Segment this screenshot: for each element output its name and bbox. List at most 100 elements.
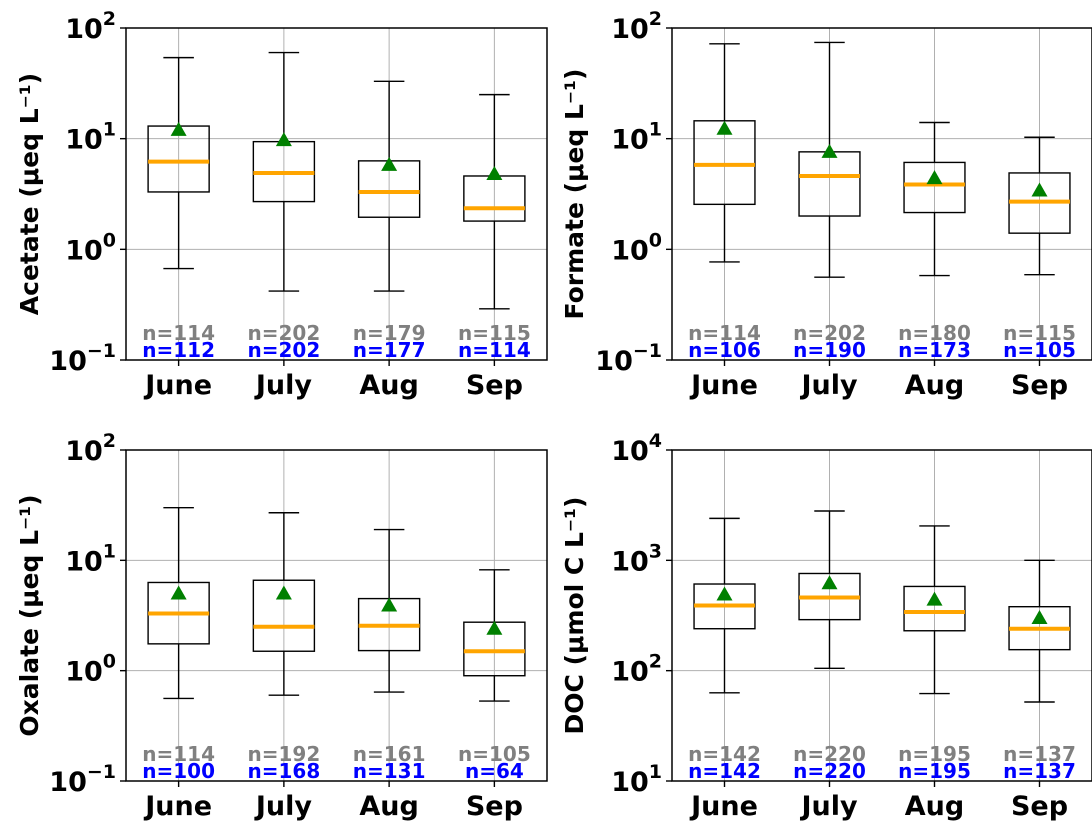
x-tick-label: June bbox=[143, 370, 212, 401]
x-tick-label: Aug bbox=[905, 791, 964, 821]
y-tick-label: 10−1 bbox=[595, 340, 662, 377]
n-count-blue: n=137 bbox=[1003, 759, 1076, 783]
n-count-gray: n=202 bbox=[248, 321, 321, 345]
y-tick-label: 102 bbox=[65, 430, 116, 467]
x-tick-label: June bbox=[689, 370, 758, 401]
box-sep bbox=[1008, 136, 1071, 276]
n-count-blue: n=195 bbox=[898, 759, 971, 783]
box-june bbox=[693, 517, 756, 694]
box-aug bbox=[903, 121, 966, 277]
y-tick-label: 101 bbox=[611, 119, 662, 156]
y-tick-label: 100 bbox=[65, 229, 116, 266]
x-tick-label: Aug bbox=[359, 791, 418, 821]
box-sep bbox=[1008, 559, 1071, 703]
n-count-gray: n=114 bbox=[688, 321, 761, 345]
x-tick-label: July bbox=[254, 370, 313, 401]
n-count-gray: n=114 bbox=[142, 742, 215, 766]
n-count-blue: n=100 bbox=[142, 759, 215, 783]
x-tick-label: June bbox=[689, 791, 758, 821]
iqr-box bbox=[463, 175, 526, 222]
iqr-box bbox=[147, 125, 210, 193]
box-june bbox=[147, 506, 210, 700]
y-tick-label: 10−1 bbox=[49, 761, 116, 798]
axes-frame bbox=[125, 27, 548, 361]
y-tick-label: 102 bbox=[611, 8, 662, 45]
x-tick-label: Sep bbox=[1011, 791, 1068, 821]
mean-marker bbox=[275, 132, 292, 147]
n-count-gray: n=180 bbox=[898, 321, 971, 345]
n-count-blue: n=190 bbox=[793, 338, 866, 362]
y-axis-label: Formate (μeq L⁻¹) bbox=[560, 69, 589, 320]
iqr-box bbox=[903, 585, 966, 632]
y-tick-label: 103 bbox=[611, 540, 662, 577]
mean-marker bbox=[486, 620, 503, 635]
mean-marker bbox=[821, 143, 838, 158]
box-july bbox=[798, 510, 861, 670]
mean-marker bbox=[1031, 182, 1048, 197]
n-count-gray: n=142 bbox=[688, 742, 761, 766]
n-count-blue: n=106 bbox=[688, 338, 761, 362]
mean-marker bbox=[716, 586, 733, 601]
n-count-gray: n=202 bbox=[793, 321, 866, 345]
mean-marker bbox=[170, 585, 187, 600]
n-count-blue: n=202 bbox=[248, 338, 321, 362]
mean-marker bbox=[1031, 610, 1048, 625]
mean-marker bbox=[381, 597, 398, 612]
y-tick-label: 100 bbox=[611, 229, 662, 266]
mean-marker bbox=[821, 575, 838, 590]
y-tick-label: 101 bbox=[65, 540, 116, 577]
n-count-blue: n=112 bbox=[142, 338, 215, 362]
y-axis-label: Acetate (μeq L⁻¹) bbox=[15, 73, 44, 315]
n-count-blue: n=177 bbox=[353, 338, 426, 362]
box-sep bbox=[463, 93, 526, 310]
n-count-gray: n=115 bbox=[458, 321, 531, 345]
x-tick-label: July bbox=[799, 791, 858, 821]
mean-marker bbox=[381, 156, 398, 171]
n-count-gray: n=161 bbox=[353, 742, 426, 766]
n-count-gray: n=220 bbox=[793, 742, 866, 766]
n-count-gray: n=114 bbox=[142, 321, 215, 345]
y-tick-label: 102 bbox=[611, 651, 662, 688]
box-aug bbox=[903, 525, 966, 695]
box-aug bbox=[357, 80, 421, 292]
n-count-gray: n=105 bbox=[458, 742, 531, 766]
mean-marker bbox=[926, 591, 943, 606]
axes-frame bbox=[125, 449, 548, 782]
x-tick-label: Sep bbox=[466, 791, 523, 821]
x-tick-label: July bbox=[799, 370, 858, 401]
y-tick-label: 101 bbox=[611, 761, 662, 798]
axes-frame bbox=[671, 27, 1092, 361]
mean-marker bbox=[926, 170, 943, 185]
n-count-gray: n=179 bbox=[353, 321, 426, 345]
n-count-blue: n=114 bbox=[458, 338, 531, 362]
y-tick-label: 101 bbox=[65, 119, 116, 156]
n-count-gray: n=195 bbox=[898, 742, 971, 766]
x-tick-label: Aug bbox=[359, 370, 418, 401]
x-tick-label: Sep bbox=[466, 370, 523, 401]
mean-marker bbox=[170, 121, 187, 136]
x-tick-label: June bbox=[143, 791, 212, 821]
mean-marker bbox=[716, 120, 733, 135]
iqr-box bbox=[903, 161, 966, 214]
box-july bbox=[252, 51, 316, 292]
x-tick-label: Aug bbox=[905, 370, 964, 401]
n-count-blue: n=105 bbox=[1003, 338, 1076, 362]
box-june bbox=[147, 56, 210, 270]
box-july bbox=[252, 512, 316, 696]
box-june bbox=[693, 43, 756, 263]
y-tick-label: 104 bbox=[611, 430, 662, 467]
n-count-gray: n=192 bbox=[248, 742, 321, 766]
x-tick-label: Sep bbox=[1011, 370, 1068, 401]
n-count-blue: n=64 bbox=[465, 759, 524, 783]
n-count-blue: n=168 bbox=[248, 759, 321, 783]
mean-marker bbox=[275, 585, 292, 600]
y-axis-label: Oxalate (μeq L⁻¹) bbox=[15, 494, 44, 736]
n-count-gray: n=137 bbox=[1003, 742, 1076, 766]
box-july bbox=[798, 41, 861, 278]
x-tick-label: July bbox=[254, 791, 313, 821]
iqr-box bbox=[252, 579, 316, 652]
n-count-blue: n=220 bbox=[793, 759, 866, 783]
y-tick-label: 10−1 bbox=[49, 340, 116, 377]
